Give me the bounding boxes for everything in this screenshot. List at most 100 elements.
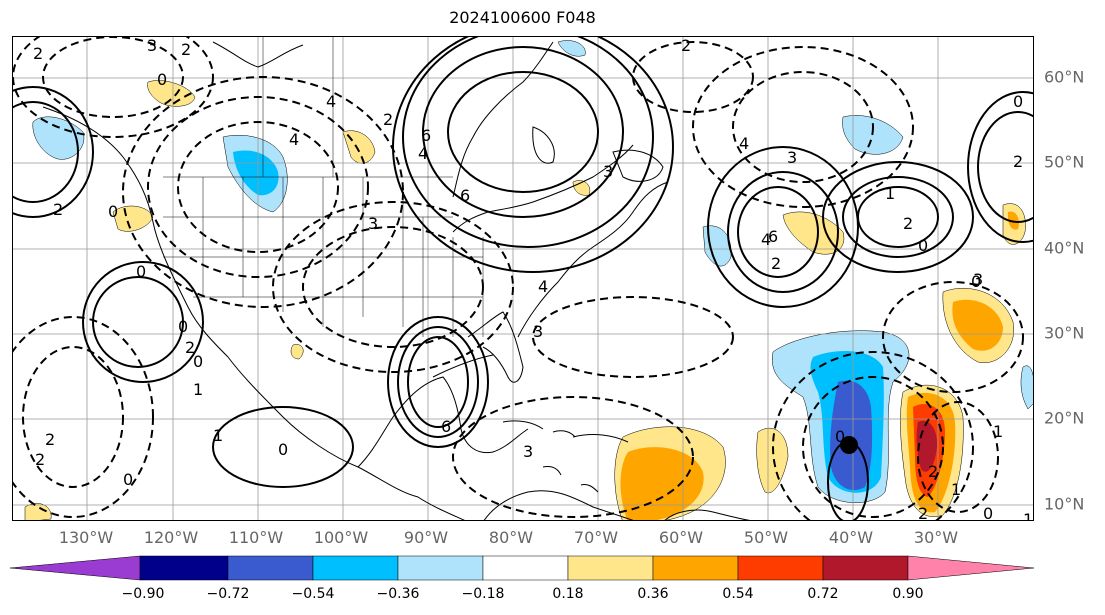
shade-negative [830, 380, 873, 491]
shade-positive [290, 344, 304, 360]
contour-value-label: 1 [213, 426, 223, 445]
contour-value-label: 0 [918, 236, 928, 255]
contour-value-label: 2 [185, 338, 195, 357]
latitude-label: 30°N [1044, 323, 1085, 343]
contour-value-label: 4 [289, 130, 299, 149]
longitude-label: 80°W [488, 528, 534, 547]
contour-value-label: 3 [147, 37, 157, 55]
coastlines [42, 41, 751, 520]
contour-value-label: 2 [53, 200, 63, 219]
contour-value-label: 2 [928, 462, 938, 481]
longitude-label: 100°W [313, 528, 369, 547]
contour-value-label: 2 [33, 44, 43, 63]
shade-positive [1007, 211, 1019, 230]
contour-value-label: 2 [903, 214, 913, 233]
contour-value-label: 0 [278, 440, 288, 459]
shade-negative [1020, 365, 1033, 410]
contour-value-label: 4 [418, 144, 428, 163]
colorbar [10, 555, 1035, 581]
colorbar-tick-label: 0.18 [552, 586, 584, 602]
colorbar-tick-label: 0.36 [637, 586, 669, 602]
political-borders [163, 37, 484, 337]
contour-value-label: 3 [368, 214, 378, 233]
colorbar-tick-label: −0.90 [121, 586, 165, 602]
contour-value-label: 0 [123, 470, 133, 489]
colorbar-swatch [567, 555, 654, 581]
contour-value-label: 0 [971, 272, 981, 291]
shade-positive [952, 299, 1003, 351]
contour-value-label: 1 [993, 422, 1003, 441]
longitude-label: 90°W [403, 528, 449, 547]
contour-value-label: 0 [835, 427, 845, 446]
contour-value-label: 0 [193, 352, 203, 371]
longitude-label: 50°W [743, 528, 789, 547]
contour-value-label: 2 [45, 430, 55, 449]
contours-dashed [13, 37, 1024, 520]
longitude-label: 130°W [58, 528, 114, 547]
colorbar-tick-label: 0.72 [807, 586, 839, 602]
contour-value-label: 2 [771, 254, 781, 273]
latitude-label: 50°N [1044, 152, 1085, 172]
contour-value-label: 6 [441, 417, 451, 436]
contour-value-label: 1 [1023, 510, 1033, 521]
contour-value-label: 1 [951, 480, 961, 499]
map-title: 2024100600 F048 [449, 8, 596, 27]
colorbar-swatch [907, 555, 1035, 581]
shade-negative [702, 225, 732, 267]
contour-value-label: 0 [983, 504, 993, 521]
colorbar-swatch [822, 555, 909, 581]
longitude-label: 120°W [143, 528, 199, 547]
contour-value-label: 0 [108, 202, 118, 221]
shade-negative [557, 40, 586, 57]
shaded-fields [24, 40, 1033, 520]
colorbar-tick-label: −0.18 [461, 586, 505, 602]
contour-value-label: 2 [1013, 152, 1023, 171]
longitude-label: 40°W [828, 528, 874, 547]
contour-value-label: 4 [326, 92, 336, 111]
contour-value-label: 0 [1013, 92, 1023, 111]
colorbar-swatch [482, 555, 569, 581]
shade-positive [112, 205, 154, 232]
contour-value-label: 3 [973, 270, 983, 289]
colorbar-tick-label: −0.72 [206, 586, 250, 602]
storm-center-marker [840, 436, 858, 454]
contour-value-label: 0 [136, 262, 146, 281]
contour-value-label: 3 [523, 442, 533, 461]
colorbar-swatch [227, 555, 314, 581]
colorbar-tick-label: 0.90 [892, 586, 924, 602]
contour-value-label: 3 [787, 148, 797, 167]
contour-value-label: 1 [193, 380, 203, 399]
longitude-label: 30°W [913, 528, 959, 547]
colorbar-swatch [139, 555, 229, 581]
longitude-label: 70°W [573, 528, 619, 547]
longitude-label: 110°W [228, 528, 284, 547]
colorbar-tick-label: −0.54 [291, 586, 335, 602]
shade-positive [147, 80, 196, 107]
shade-negative [233, 150, 279, 196]
latitude-label: 60°N [1044, 67, 1085, 87]
colorbar-tick-label: 0.54 [722, 586, 754, 602]
latitude-label: 20°N [1044, 408, 1085, 428]
contour-value-label: 0 [178, 317, 188, 336]
contour-value-label: 6 [768, 227, 778, 246]
colorbar-tick-label: −0.36 [376, 586, 420, 602]
contour-value-label: 4 [739, 134, 749, 153]
colorbar-swatch [312, 555, 399, 581]
latitude-label: 10°N [1044, 494, 1085, 514]
contour-value-label: 4 [761, 230, 771, 249]
longitude-label: 60°W [658, 528, 704, 547]
contour-value-label: 0 [157, 70, 167, 89]
colorbar-swatch [397, 555, 484, 581]
colorbar-swatch [737, 555, 824, 581]
contour-value-label: 2 [35, 450, 45, 469]
contour-value-label: 6 [421, 126, 431, 145]
colorbar-swatch [652, 555, 739, 581]
shade-positive [756, 427, 789, 494]
contour-value-label: 2 [181, 40, 191, 59]
contour-value-label: 4 [538, 277, 548, 296]
contour-value-label: 3 [533, 322, 543, 341]
contour-value-label: 3 [603, 162, 613, 181]
